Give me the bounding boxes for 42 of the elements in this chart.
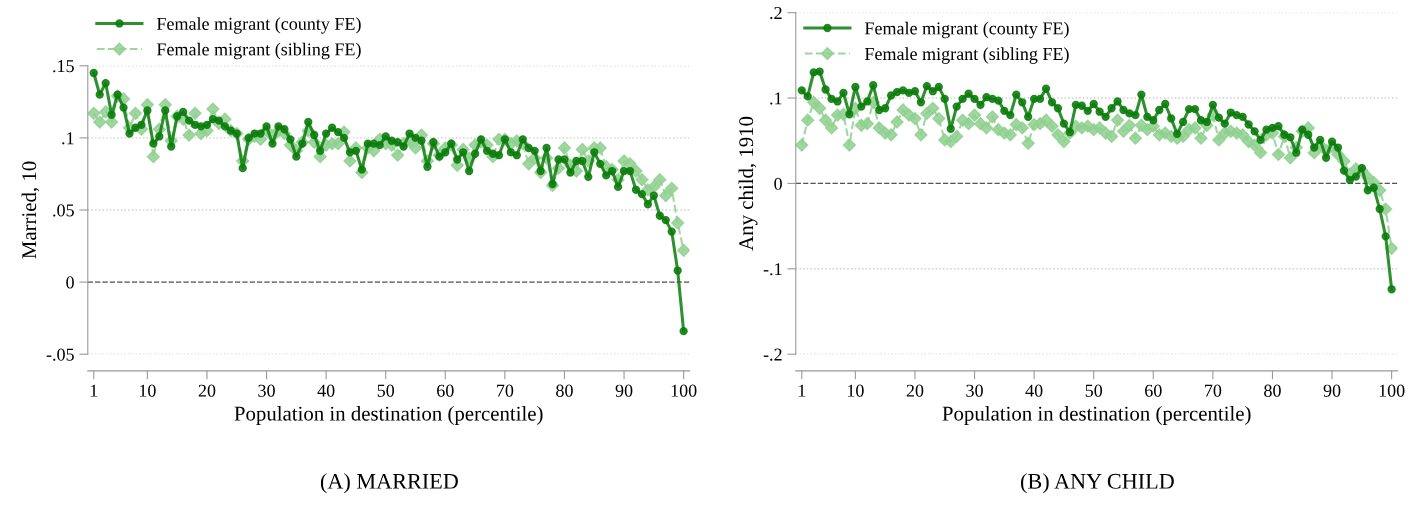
y-axis-title: Married, 10 [21, 161, 40, 259]
x-tick-label: 30 [258, 384, 275, 397]
legend-label: Female migrant (county FE) [156, 17, 361, 34]
y-tick-label: -.2 [763, 348, 782, 361]
x-tick-label: 1 [798, 384, 806, 397]
y-tick-label: .1 [62, 132, 74, 145]
x-axis-title: Population in destination (percentile) [942, 405, 1251, 425]
x-tick-label: 60 [1145, 384, 1162, 397]
x-tick-label: 80 [1264, 384, 1281, 397]
x-tick-label: 90 [1323, 384, 1341, 397]
text: (A) MARRIED [320, 473, 458, 494]
x-tick-label: 20 [198, 384, 216, 397]
y-tick-label: -.05 [46, 348, 74, 361]
x-tick-label: 50 [1085, 384, 1103, 397]
y-axis-title: Any child, 1910 [738, 116, 758, 251]
y-tick-label: .2 [770, 6, 782, 20]
x-tick-label: 80 [556, 384, 573, 397]
x-tick-label: 40 [1025, 384, 1043, 397]
x-tick-label: 70 [497, 384, 514, 397]
x-tick-label: 60 [437, 384, 454, 397]
y-tick-label: .1 [770, 92, 782, 105]
x-tick-label: 100 [671, 384, 697, 397]
x-tick-label: 20 [906, 384, 924, 397]
x-tick-label: 10 [847, 384, 864, 397]
x-axis-title: Population in destination (percentile) [234, 405, 543, 425]
legend-label: Female migrant (sibling FE) [156, 42, 361, 60]
y-tick-label: .15 [53, 60, 74, 73]
y-tick-label: 0 [774, 177, 782, 190]
legend-label: Female migrant (county FE) [864, 21, 1069, 39]
x-tick-label: 40 [317, 384, 335, 397]
x-tick-label: 10 [139, 384, 156, 397]
y-tick-label: 0 [66, 276, 74, 289]
x-tick-label: 100 [1379, 384, 1405, 397]
y-tick-label: -.1 [763, 263, 782, 276]
legend-label: Female migrant (sibling FE) [864, 47, 1069, 64]
x-tick-label: 50 [377, 384, 395, 397]
text: (B) ANY CHILD [1021, 473, 1174, 494]
x-tick-label: 30 [966, 384, 983, 397]
x-tick-label: 70 [1205, 384, 1222, 397]
x-tick-label: 90 [615, 384, 633, 397]
x-tick-label: 1 [90, 384, 98, 397]
y-tick-label: .05 [53, 204, 74, 217]
